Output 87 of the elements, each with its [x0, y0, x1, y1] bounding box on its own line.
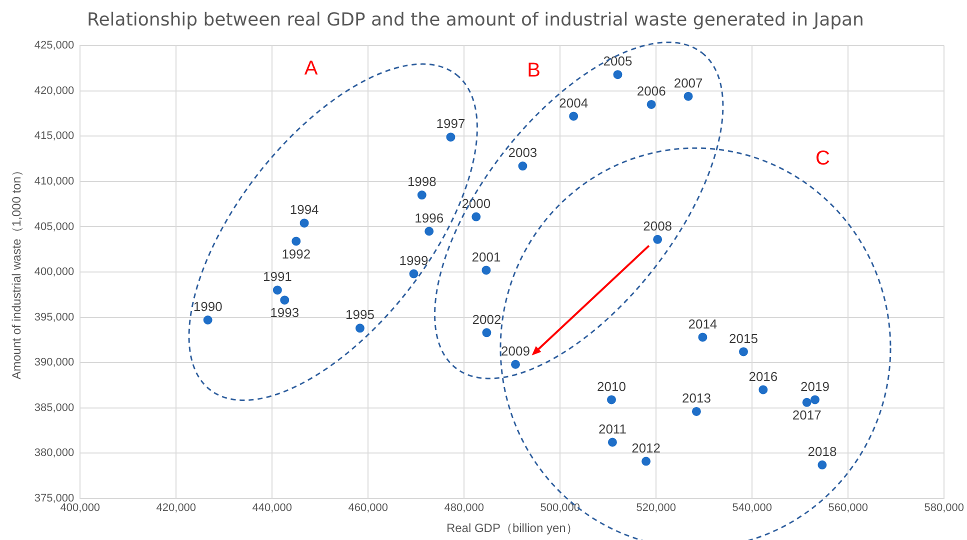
- x-tick-label: 400,000: [60, 502, 100, 514]
- x-tick-label: 540,000: [732, 502, 772, 514]
- x-tick-label: 440,000: [252, 502, 292, 514]
- point: [758, 385, 768, 394]
- annotation: 2004: [559, 95, 588, 110]
- y-tick-label: 420,000: [34, 84, 74, 97]
- point: [518, 162, 528, 171]
- point: [355, 324, 364, 333]
- y-tick-label: 375,000: [34, 492, 74, 504]
- y-tick-label: 410,000: [34, 175, 74, 188]
- point: [698, 332, 708, 342]
- annotation: 1990: [193, 299, 222, 314]
- annotation: 2019: [800, 378, 830, 394]
- annotation: 2011: [598, 421, 626, 436]
- annotation: 2002: [472, 312, 502, 327]
- annotation: 2015: [729, 330, 758, 346]
- annotation: 2000: [462, 196, 491, 211]
- y-axis-title: Amount of industrial waste（1,000 ton）: [10, 164, 24, 380]
- x-axis-title: Real GDP（billion yen）: [446, 521, 578, 536]
- y-tick-label: 385,000: [34, 402, 74, 414]
- annotation: 2014: [688, 316, 718, 332]
- chart-title: Relationship between real GDP and the amount of industrial waste generated in Japan: [87, 9, 864, 30]
- x-tick-label: 480,000: [444, 502, 484, 514]
- x-tick-label: 520,000: [636, 502, 676, 514]
- annotation: 2016: [748, 368, 778, 384]
- point: [424, 226, 434, 236]
- point: [300, 218, 309, 228]
- x-tick-label: 460,000: [348, 502, 388, 514]
- x-tick-label: 560,000: [828, 502, 868, 514]
- annotation: 2001: [472, 249, 501, 264]
- point: [642, 456, 651, 466]
- annotation: 1999: [399, 252, 428, 268]
- point: [203, 315, 212, 324]
- point: [280, 296, 290, 305]
- annotation: 1997: [436, 116, 466, 132]
- x-tick-label: 420,000: [156, 502, 196, 514]
- annotation: 1994: [290, 202, 319, 218]
- annotation: 2003: [508, 145, 538, 160]
- annotation: 1992: [282, 246, 311, 262]
- point: [292, 236, 301, 246]
- annotation: A: [304, 58, 318, 80]
- y-tick-label: 405,000: [34, 220, 74, 233]
- y-tick-label: 395,000: [34, 311, 74, 324]
- annotation: 2018: [808, 444, 837, 459]
- annotation: 2017: [792, 407, 822, 422]
- annotation: B: [527, 59, 540, 82]
- annotation: 2010: [597, 378, 626, 394]
- point: [606, 395, 616, 404]
- point: [684, 92, 693, 101]
- point: [646, 100, 656, 109]
- x-tick-label: 500,000: [540, 502, 580, 514]
- annotation: 1995: [346, 307, 374, 322]
- annotation: 1998: [407, 174, 436, 190]
- point: [810, 395, 820, 404]
- annotation: 2007: [674, 75, 703, 90]
- point: [692, 406, 701, 416]
- annotation: 2005: [603, 54, 632, 69]
- point: [653, 234, 662, 244]
- point: [417, 190, 426, 200]
- point: [482, 266, 491, 275]
- point: [818, 460, 827, 470]
- y-tick-label: 400,000: [34, 266, 74, 278]
- annotation: 2012: [632, 440, 661, 456]
- y-tick-label: 380,000: [34, 447, 74, 460]
- point: [569, 112, 578, 121]
- point: [482, 328, 492, 338]
- x-tick-label: 580,000: [924, 502, 964, 514]
- point: [613, 70, 622, 80]
- point: [608, 438, 617, 447]
- annotation: 1996: [414, 210, 444, 226]
- annotation: 2013: [682, 390, 711, 406]
- annotation: 2006: [636, 84, 666, 99]
- point: [511, 360, 520, 369]
- y-tick-label: 415,000: [34, 130, 74, 142]
- annotation: 2009: [501, 343, 530, 358]
- annotation: C: [815, 147, 830, 170]
- point: [446, 132, 456, 142]
- point: [802, 398, 812, 407]
- annotation: 1991: [262, 269, 292, 284]
- point: [272, 286, 282, 295]
- annotation: 2008: [643, 218, 672, 234]
- point: [738, 347, 748, 356]
- point: [409, 269, 418, 278]
- y-tick-label: 390,000: [34, 356, 74, 369]
- point: [472, 212, 481, 222]
- annotation: 1993: [270, 305, 300, 320]
- y-tick-label: 425,000: [34, 40, 74, 52]
